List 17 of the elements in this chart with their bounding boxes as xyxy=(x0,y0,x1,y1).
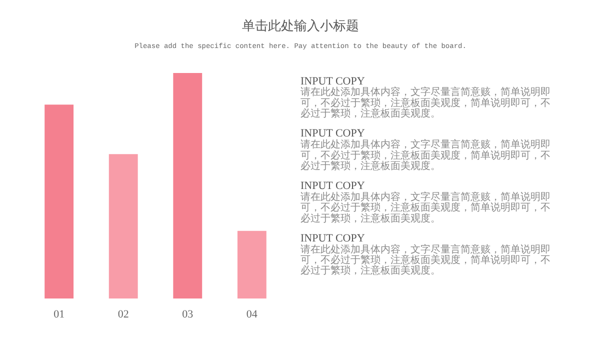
bar xyxy=(173,73,202,298)
text: 请在此处添加具体内容，文字尽量言简意赅，简单说明即可，不必过于繁琐，注意板面美观度，简单说明即可，不必过于繁琐，注意板面美观度。 xyxy=(300,138,550,172)
text: 请在此处添加具体内容，文字尽量言简意赅，简单说明即可，不必过于繁琐，注意板面美观度，简单说明即可，不必过于繁琐，注意板面美观度。 xyxy=(300,86,550,120)
text: INPUT COPY xyxy=(300,75,365,88)
bar xyxy=(44,104,74,298)
x-tick-label: 02 xyxy=(118,308,129,320)
text: 请在此处添加具体内容，文字尽量言简意赅，简单说明即可，不必过于繁琐，注意板面美观度，简单说明即可，不必过于繁琐，注意板面美观度。 xyxy=(300,191,550,224)
text: 请在此处添加具体内容，文字尽量言简意赅，简单说明即可，不必过于繁琐，注意板面美观度，简单说明即可，不必过于繁琐，注意板面美观度。 xyxy=(300,243,550,277)
x-tick-label: 03 xyxy=(182,308,194,320)
text: INPUT COPY xyxy=(300,128,365,140)
x-tick-label: 04 xyxy=(246,308,258,320)
text: INPUT COPY xyxy=(300,232,365,244)
chart-title: 单击此处输入小标题 xyxy=(242,19,359,34)
bar xyxy=(108,154,138,298)
bar xyxy=(237,230,266,298)
x-tick-label: 01 xyxy=(54,308,65,320)
text: INPUT COPY xyxy=(300,180,365,192)
